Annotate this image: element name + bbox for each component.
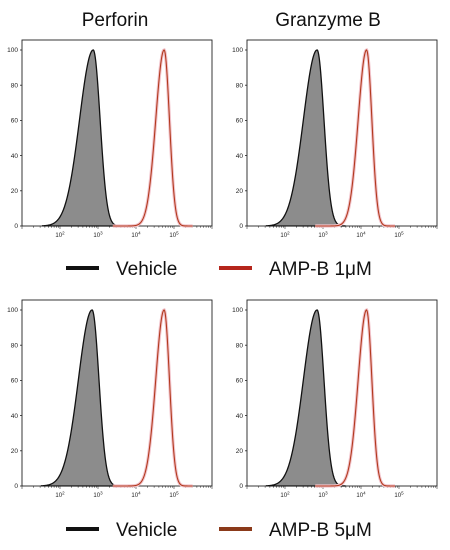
y-tick-label: 40 xyxy=(236,413,244,420)
histogram-vehicle xyxy=(265,309,346,487)
histogram-panel: 0 20 40 60 80 100 102 103 104 105 xyxy=(7,39,213,240)
x-tick-label: 103 xyxy=(318,491,328,500)
x-tick-label: 102 xyxy=(280,231,290,240)
y-tick-label: 100 xyxy=(7,47,18,54)
histogram-treatment xyxy=(112,49,193,227)
histogram-panel: 0 20 40 60 80 100 102 103 104 105 xyxy=(232,299,438,500)
x-tick-label: 105 xyxy=(394,491,404,500)
histogram-vehicle xyxy=(265,49,346,227)
histogram-panel: 0 20 40 60 80 100 102 103 104 105 xyxy=(7,299,213,500)
legend-row-1: Vehicle AMP-B 1μM xyxy=(66,259,372,280)
y-tick-label: 80 xyxy=(236,82,244,89)
x-tick-label: 102 xyxy=(55,491,65,500)
plot-frame xyxy=(21,39,213,227)
histogram-vehicle xyxy=(40,309,121,487)
histogram-panel: 0 20 40 60 80 100 102 103 104 105 xyxy=(232,39,438,240)
y-tick-label: 20 xyxy=(11,448,19,455)
y-tick-label: 40 xyxy=(236,153,244,160)
legend-row-2: Vehicle AMP-B 5μM xyxy=(66,520,372,541)
plot-frame xyxy=(21,299,213,487)
y-tick-label: 0 xyxy=(14,223,18,230)
histogram-treatment xyxy=(315,49,396,227)
y-tick-label: 100 xyxy=(232,307,243,314)
y-tick-label: 0 xyxy=(14,483,18,490)
x-tick-label: 103 xyxy=(93,491,103,500)
plot-frame xyxy=(246,299,438,487)
y-tick-label: 0 xyxy=(239,223,243,230)
y-tick-label: 60 xyxy=(11,118,19,125)
y-tick-label: 80 xyxy=(11,342,19,349)
x-tick-label: 104 xyxy=(356,491,366,500)
y-tick-label: 20 xyxy=(236,188,244,195)
y-tick-label: 20 xyxy=(11,188,19,195)
y-tick-label: 20 xyxy=(236,448,244,455)
legend-treatment-label: AMP-B 1μM xyxy=(269,259,372,280)
legend-treatment-label: AMP-B 5μM xyxy=(269,520,372,541)
histogram-treatment-halo xyxy=(112,307,193,488)
histogram-treatment xyxy=(112,309,193,487)
x-tick-label: 103 xyxy=(93,231,103,240)
x-tick-label: 104 xyxy=(131,491,141,500)
y-tick-label: 0 xyxy=(239,483,243,490)
plot-frame xyxy=(246,39,438,227)
x-tick-label: 105 xyxy=(169,491,179,500)
y-tick-label: 60 xyxy=(11,378,19,385)
y-tick-label: 40 xyxy=(11,413,19,420)
legend-vehicle-label: Vehicle xyxy=(116,520,177,541)
y-tick-label: 40 xyxy=(11,153,19,160)
legend-vehicle-label: Vehicle xyxy=(116,259,177,280)
x-tick-label: 102 xyxy=(280,491,290,500)
x-tick-label: 102 xyxy=(55,231,65,240)
column-title-perforin: Perforin xyxy=(82,10,149,31)
histogram-treatment xyxy=(315,309,396,487)
histogram-treatment-halo xyxy=(112,47,193,228)
y-tick-label: 100 xyxy=(7,307,18,314)
y-tick-label: 80 xyxy=(236,342,244,349)
histogram-panels: 0 20 40 60 80 100 102 103 104 105 0 20 40 60 80 100 102 1… xyxy=(7,39,438,500)
y-tick-label: 100 xyxy=(232,47,243,54)
y-tick-label: 60 xyxy=(236,118,244,125)
x-tick-label: 105 xyxy=(169,231,179,240)
x-tick-label: 104 xyxy=(131,231,141,240)
x-tick-label: 105 xyxy=(394,231,404,240)
column-title-granzyme-b: Granzyme B xyxy=(275,10,381,31)
y-tick-label: 60 xyxy=(236,378,244,385)
y-tick-label: 80 xyxy=(11,82,19,89)
histogram-vehicle xyxy=(41,49,122,227)
x-tick-label: 104 xyxy=(356,231,366,240)
x-tick-label: 103 xyxy=(318,231,328,240)
